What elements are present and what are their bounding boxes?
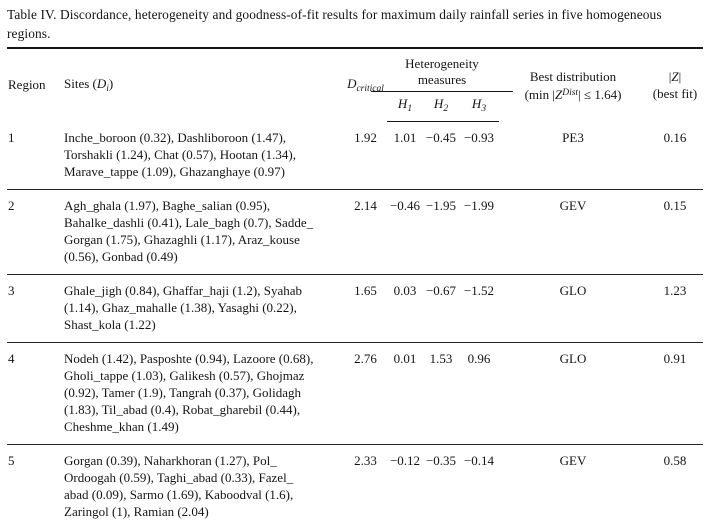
table-body: 1 Inche_boroon (0.32), Dashliboroon (1.4… bbox=[7, 122, 703, 522]
col-header-best-distribution: Best distribution (min |ZDist| ≤ 1.64) bbox=[499, 48, 647, 122]
region-cell: 3 bbox=[7, 273, 56, 342]
col-header-h3: H3 bbox=[459, 92, 499, 122]
col-header-heterogeneity: Heterogeneity measures bbox=[371, 48, 513, 92]
dcritical-cell: 1.65 bbox=[344, 273, 387, 342]
z-header-line1: |Z| bbox=[668, 69, 682, 85]
table-caption: Table IV. Discordance, heterogeneity and… bbox=[7, 7, 662, 41]
table-row: 2 Agh_ghala (1.97), Baghe_salian (0.95),… bbox=[7, 188, 703, 274]
table-row: 3 Ghale_jigh (0.84), Ghaffar_haji (1.2),… bbox=[7, 273, 703, 342]
results-table: Region Sites (Di) Dcritical Heterogeneit… bbox=[7, 47, 703, 522]
h2-cell: 1.53 bbox=[423, 341, 459, 444]
dcritical-cell: 2.14 bbox=[344, 188, 387, 274]
table-row: 5 Gorgan (0.39), Naharkhoran (1.27), Pol… bbox=[7, 443, 703, 522]
h1-cell: −0.46 bbox=[387, 188, 423, 274]
z-cell: 0.16 bbox=[663, 129, 687, 145]
best-distribution-cell: GLO bbox=[499, 273, 647, 342]
dcritical-cell: 2.76 bbox=[344, 341, 387, 444]
h1-cell: 1.01 bbox=[393, 130, 417, 145]
h2-cell: −0.45 bbox=[425, 130, 457, 145]
heterogeneity-header-line1: Heterogeneity bbox=[405, 56, 479, 71]
sites-cell: Nodeh (1.42), Pasposhte (0.94), Lazoore … bbox=[56, 341, 344, 444]
z-cell: 0.15 bbox=[647, 188, 703, 274]
h1-cell: −0.12 bbox=[387, 443, 423, 522]
table-row: 4 Nodeh (1.42), Pasposhte (0.94), Lazoor… bbox=[7, 341, 703, 444]
h1-cell: 0.01 bbox=[387, 341, 423, 444]
best-distribution-header-line2: (min |ZDist| ≤ 1.64) bbox=[524, 86, 622, 102]
col-header-h2: H2 bbox=[423, 92, 459, 122]
best-distribution-cell: GEV bbox=[499, 188, 647, 274]
best-distribution-header-line1: Best distribution bbox=[529, 68, 617, 84]
col-header-z-best-fit: |Z| (best fit) bbox=[647, 48, 703, 122]
col-header-sites: Sites (Di) bbox=[64, 76, 114, 95]
dcritical-cell: 1.92 bbox=[354, 129, 377, 145]
h2-cell: −0.35 bbox=[423, 443, 459, 522]
region-cell: 4 bbox=[7, 341, 56, 444]
col-header-dcritical: Dcritical bbox=[347, 76, 384, 95]
h3-cell: 0.96 bbox=[459, 341, 499, 444]
h3-cell: −1.99 bbox=[459, 188, 499, 274]
h3-cell: −1.52 bbox=[459, 273, 499, 342]
sites-cell: Agh_ghala (1.97), Baghe_salian (0.95), B… bbox=[56, 188, 344, 274]
z-header-line2: (best fit) bbox=[652, 86, 698, 102]
z-cell: 0.91 bbox=[647, 341, 703, 444]
heterogeneity-header-box: Heterogeneity measures bbox=[371, 49, 513, 92]
table-header: Region Sites (Di) Dcritical Heterogeneit… bbox=[7, 48, 703, 122]
col-header-h1: H1 bbox=[387, 92, 423, 122]
z-cell: 1.23 bbox=[647, 273, 703, 342]
h2-cell: −0.67 bbox=[423, 273, 459, 342]
best-distribution-cell: PE3 bbox=[562, 129, 584, 145]
table-row: 1 Inche_boroon (0.32), Dashliboroon (1.4… bbox=[7, 122, 703, 190]
dcritical-cell: 2.33 bbox=[344, 443, 387, 522]
region-cell: 2 bbox=[7, 188, 56, 274]
sites-cell: Inche_boroon (0.32), Dashliboroon (1.47)… bbox=[64, 129, 296, 179]
region-header-label: Region bbox=[8, 77, 46, 93]
z-cell: 0.58 bbox=[647, 443, 703, 522]
best-distribution-cell: GLO bbox=[499, 341, 647, 444]
h2-cell: −1.95 bbox=[423, 188, 459, 274]
heterogeneity-header-line2: measures bbox=[417, 72, 467, 87]
region-cell: 1 bbox=[8, 129, 15, 145]
sites-cell: Ghale_jigh (0.84), Ghaffar_haji (1.2), S… bbox=[56, 273, 344, 342]
region-cell: 5 bbox=[7, 443, 56, 522]
h3-cell: −0.14 bbox=[459, 443, 499, 522]
sites-cell: Gorgan (0.39), Naharkhoran (1.27), Pol_ … bbox=[56, 443, 344, 522]
h1-cell: 0.03 bbox=[387, 273, 423, 342]
col-header-region: Region bbox=[7, 48, 56, 122]
best-distribution-cell: GEV bbox=[499, 443, 647, 522]
h3-cell: −0.93 bbox=[463, 130, 495, 145]
